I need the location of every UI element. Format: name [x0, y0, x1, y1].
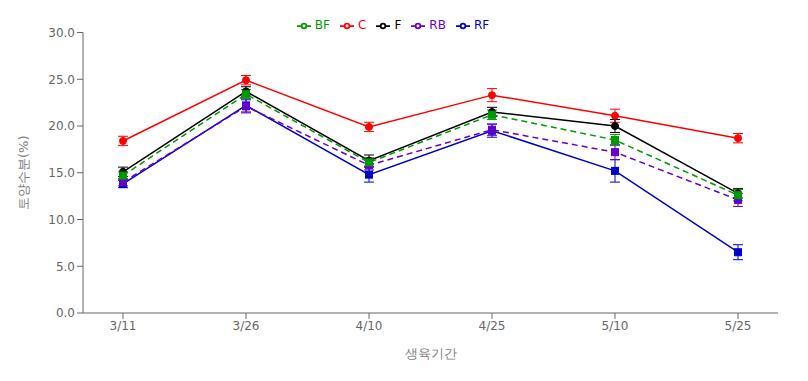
- svg-text:20.0: 20.0: [48, 119, 75, 133]
- html-text:RB: RB: [429, 18, 446, 32]
- svg-text:10.0: 10.0: [48, 213, 75, 227]
- html-text:BF: BF: [314, 18, 330, 32]
- svg-text:30.0: 30.0: [48, 26, 75, 40]
- svg-text:3/11: 3/11: [110, 319, 137, 333]
- svg-text:5/10: 5/10: [602, 319, 629, 333]
- svg-text:생육기간: 생육기간: [405, 346, 457, 361]
- svg-text:4/25: 4/25: [479, 319, 506, 333]
- html-text:F: F: [394, 18, 402, 32]
- svg-text:5/25: 5/25: [725, 319, 752, 333]
- svg-text:25.0: 25.0: [48, 73, 75, 87]
- svg-text:15.0: 15.0: [48, 166, 75, 180]
- html-text:RF: RF: [473, 18, 490, 32]
- svg-text:토양수분(%): 토양수분(%): [16, 136, 31, 211]
- html-text:C: C: [358, 18, 367, 32]
- svg-text:5.0: 5.0: [56, 260, 75, 274]
- svg-text:3/26: 3/26: [233, 319, 260, 333]
- svg-text:0.0: 0.0: [56, 306, 75, 320]
- svg-text:4/10: 4/10: [356, 319, 383, 333]
